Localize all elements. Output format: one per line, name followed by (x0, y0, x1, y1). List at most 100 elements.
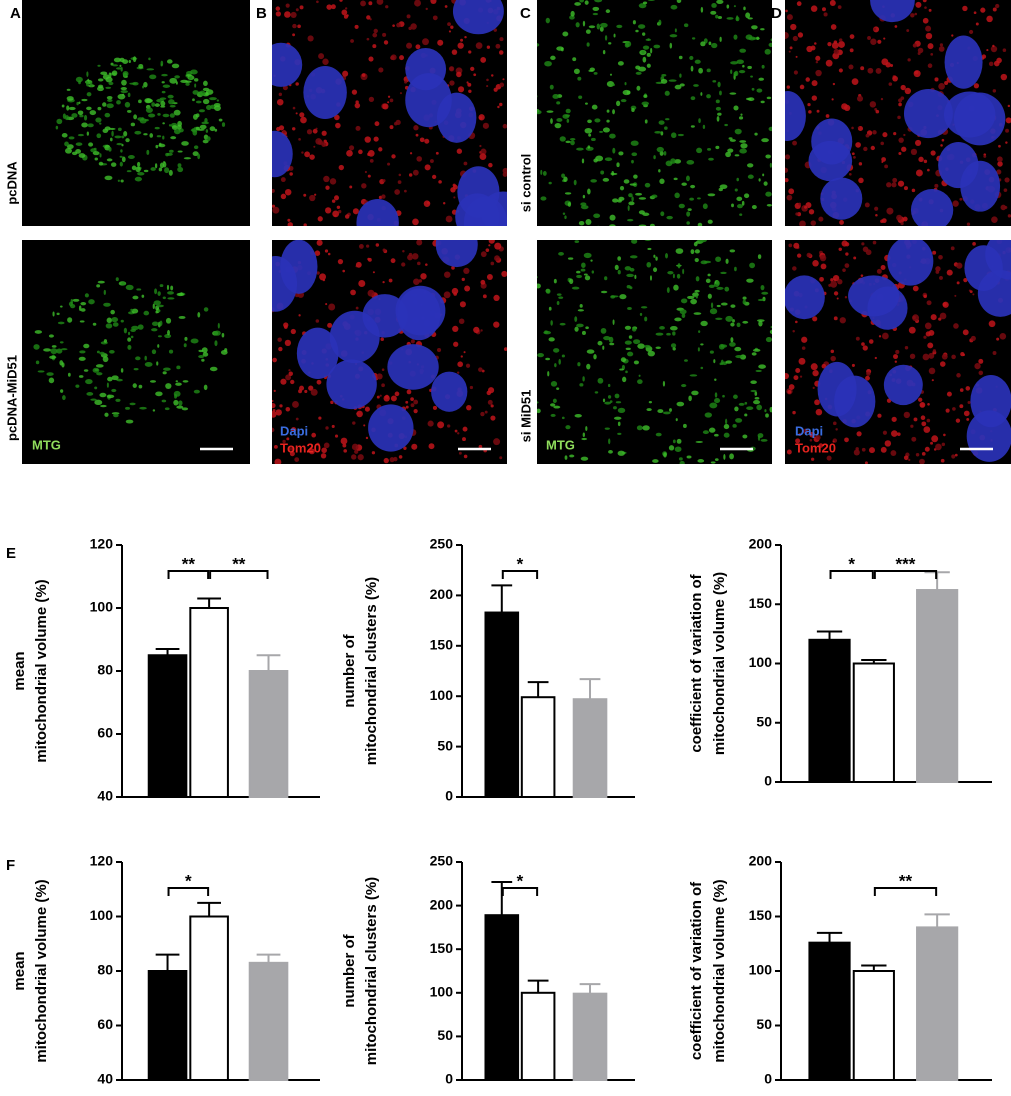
organelle (125, 138, 130, 143)
organelle (870, 145, 875, 151)
organelle (463, 161, 468, 166)
nucleus (272, 130, 293, 178)
organelle (700, 470, 704, 474)
organelle (103, 339, 108, 343)
organelle (105, 76, 113, 83)
organelle (751, 87, 755, 91)
organelle (914, 70, 919, 75)
organelle (860, 274, 864, 277)
organelle (59, 341, 64, 344)
organelle (611, 171, 615, 176)
organelle (162, 122, 165, 125)
organelle (157, 335, 162, 338)
organelle (364, 136, 371, 143)
organelle (811, 457, 815, 461)
organelle (574, 2, 581, 6)
organelle (962, 329, 969, 336)
organelle (67, 372, 71, 377)
organelle (675, 418, 678, 422)
organelle (574, 316, 578, 322)
organelle (686, 211, 691, 217)
organelle (501, 270, 507, 277)
organelle (707, 293, 712, 299)
panel-label: E (6, 545, 16, 562)
organelle (805, 77, 810, 82)
organelle (111, 316, 119, 323)
organelle (416, 261, 421, 266)
organelle (346, 14, 349, 17)
organelle (861, 447, 866, 452)
organelle (169, 149, 174, 153)
organelle (872, 240, 877, 245)
organelle (276, 98, 284, 106)
organelle (838, 38, 843, 42)
organelle (413, 278, 420, 285)
organelle (153, 300, 161, 306)
organelle (289, 447, 293, 451)
organelle (564, 192, 572, 195)
organelle (757, 435, 761, 441)
organelle (94, 157, 98, 161)
organelle (735, 418, 743, 423)
organelle (694, 59, 701, 64)
organelle (896, 214, 903, 221)
organelle (558, 296, 564, 299)
organelle (577, 309, 584, 312)
organelle (95, 364, 104, 368)
organelle (697, 459, 705, 463)
organelle (367, 289, 375, 297)
organelle (917, 47, 924, 54)
organelle (762, 173, 765, 177)
organelle (765, 154, 771, 159)
organelle (728, 137, 733, 140)
organelle (921, 451, 926, 456)
organelle (749, 262, 756, 269)
organelle (719, 36, 722, 42)
organelle (832, 440, 835, 443)
organelle (874, 206, 879, 211)
organelle (605, 9, 611, 14)
organelle (575, 22, 580, 28)
organelle (659, 178, 665, 185)
organelle (778, 67, 784, 70)
organelle (841, 240, 848, 247)
organelle (885, 62, 891, 68)
organelle (127, 337, 132, 342)
y-tick-label: 50 (437, 737, 453, 753)
organelle (408, 173, 413, 177)
organelle (107, 376, 113, 382)
organelle (171, 125, 178, 130)
organelle (716, 304, 721, 308)
organelle (132, 56, 137, 63)
organelle (556, 293, 562, 296)
organelle (996, 57, 1002, 64)
organelle (122, 59, 129, 64)
organelle (221, 122, 226, 127)
organelle (826, 455, 832, 461)
organelle (867, 67, 874, 74)
organelle (190, 129, 197, 132)
organelle (810, 363, 818, 371)
organelle (99, 351, 105, 355)
organelle (644, 240, 652, 241)
organelle (62, 395, 66, 401)
organelle (447, 424, 451, 428)
organelle (649, 275, 652, 281)
organelle (565, 425, 571, 430)
organelle (934, 77, 939, 82)
organelle (629, 183, 637, 186)
organelle (734, 128, 742, 135)
organelle (312, 128, 318, 134)
organelle (131, 165, 137, 171)
organelle (616, 100, 621, 107)
organelle (157, 291, 161, 296)
organelle (59, 305, 63, 308)
organelle (96, 133, 102, 139)
organelle (915, 139, 922, 147)
organelle (997, 161, 1003, 167)
organelle (678, 457, 683, 461)
organelle (397, 180, 402, 185)
organelle (354, 24, 359, 29)
organelle (785, 177, 789, 183)
organelle (917, 52, 921, 56)
